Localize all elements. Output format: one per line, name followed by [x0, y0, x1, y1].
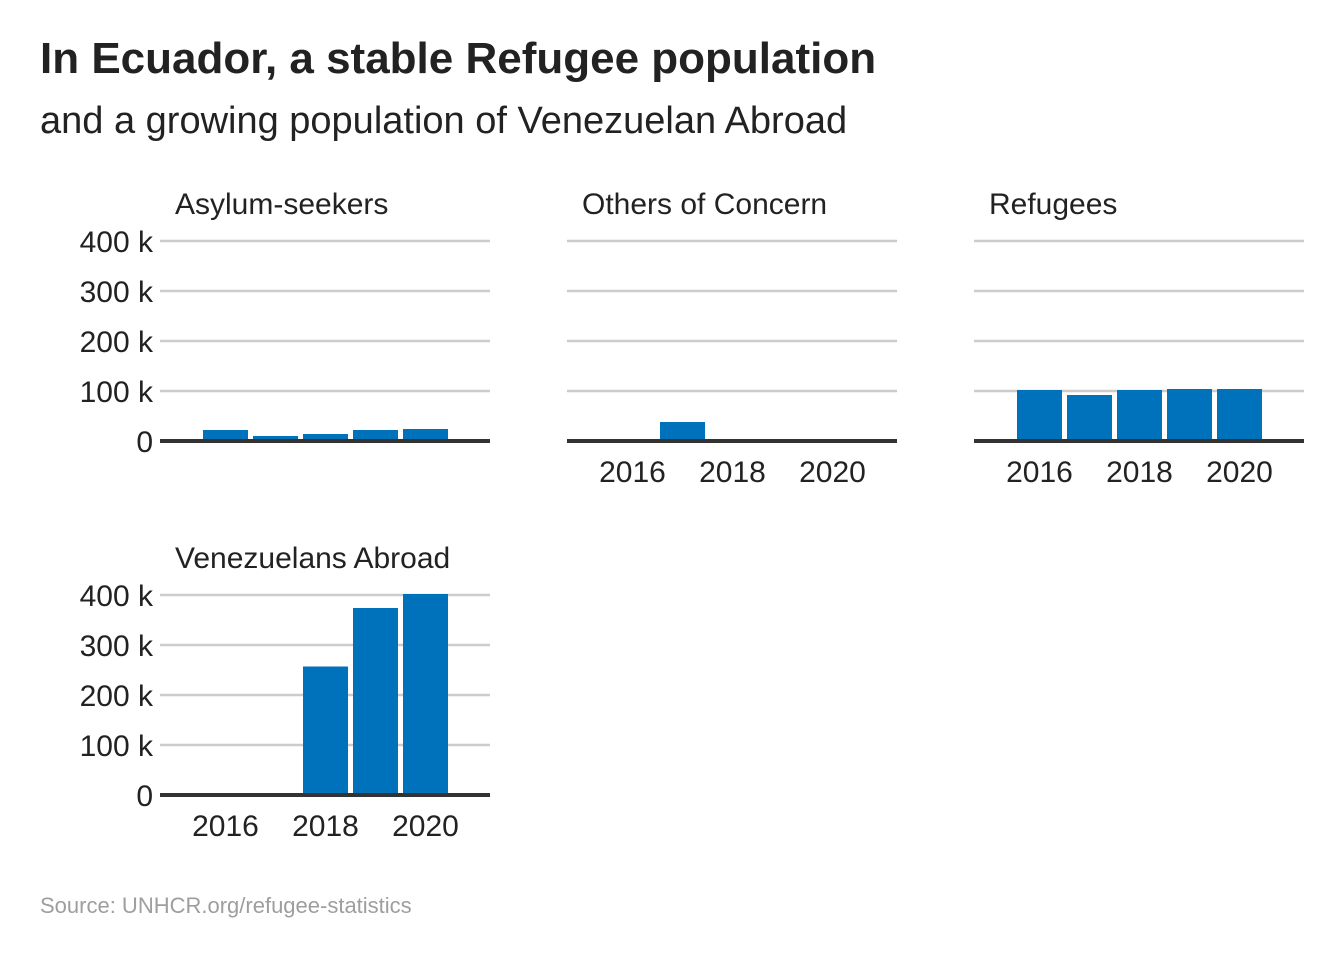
bar-2020	[403, 429, 448, 441]
x-tick-label: 2018	[292, 810, 359, 843]
bar-2018	[303, 434, 348, 441]
bar-2020	[403, 594, 448, 795]
y-tick-label: 300 k	[80, 630, 154, 663]
y-tick-label: 200 k	[80, 680, 154, 713]
y-tick-label: 200 k	[80, 326, 154, 359]
x-tick-label: 2020	[799, 456, 866, 489]
y-tick-label: 100 k	[80, 376, 154, 409]
bar-2017	[253, 436, 298, 441]
y-tick-label: 0	[136, 426, 153, 459]
panel-title: Refugees	[989, 188, 1117, 221]
bar-2017	[660, 422, 705, 441]
x-tick-label: 2016	[192, 810, 259, 843]
panel-title: Asylum-seekers	[175, 188, 388, 221]
y-tick-label: 400 k	[80, 580, 154, 613]
y-tick-label: 300 k	[80, 276, 154, 309]
bar-2017	[1067, 395, 1112, 441]
y-tick-label: 400 k	[80, 226, 154, 259]
bar-2019	[353, 430, 398, 441]
x-tick-label: 2020	[1206, 456, 1273, 489]
x-tick-label: 2018	[1106, 456, 1173, 489]
chart-subtitle: and a growing population of Venezuelan A…	[40, 100, 848, 142]
source-note: Source: UNHCR.org/refugee-statistics	[40, 893, 412, 918]
bar-2020	[1217, 389, 1262, 441]
x-tick-label: 2016	[1006, 456, 1073, 489]
bar-2019	[1167, 389, 1212, 441]
bar-2019	[353, 608, 398, 795]
bar-2016	[1017, 390, 1062, 441]
chart-title: In Ecuador, a stable Refugee population	[40, 34, 877, 83]
y-tick-label: 0	[136, 780, 153, 813]
bar-2018	[303, 666, 348, 795]
y-tick-label: 100 k	[80, 730, 154, 763]
x-tick-label: 2018	[699, 456, 766, 489]
x-tick-label: 2016	[599, 456, 666, 489]
x-tick-label: 2020	[392, 810, 459, 843]
bar-2016	[203, 430, 248, 441]
panel-title: Others of Concern	[582, 188, 827, 221]
bar-2018	[1117, 390, 1162, 441]
panel-title: Venezuelans Abroad	[175, 542, 450, 575]
